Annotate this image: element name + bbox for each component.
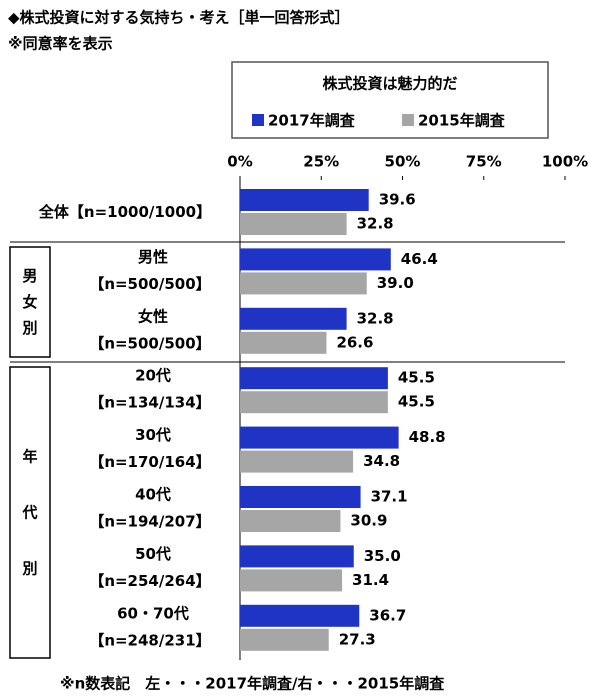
x-tick-label: 100% [542,153,588,171]
value-label: 34.8 [363,452,400,470]
legend-title: 株式投資は魅力的だ [322,75,457,93]
category-name: 30代 [135,426,171,444]
chart-subtitle: ※同意率を表示 [8,35,113,53]
bar [240,486,361,508]
value-label: 27.3 [339,630,376,648]
value-label: 45.5 [398,393,435,411]
value-label: 30.9 [350,512,387,530]
footnote: ※n数表記 左・・・2017年調査/右・・・2015年調査 [60,675,445,693]
category-n: 【n=194/207】 [89,513,210,531]
bar [240,272,367,295]
value-label: 31.4 [352,571,389,589]
bar [240,331,327,354]
value-label: 36.7 [369,606,406,624]
category-n: 【n=1000/1000】 [69,203,211,221]
x-tick-label: 0% [227,153,252,171]
x-tick-label: 50% [385,153,421,171]
bar [240,391,388,414]
value-label: 45.5 [398,369,435,387]
category-label: 全体【n=1000/1000】 [38,203,211,221]
value-label: 48.8 [409,428,446,446]
bar [240,628,329,651]
group-box [9,366,51,659]
group-label: 年代別 [21,447,37,577]
bar [240,213,347,235]
category-name: 40代 [135,486,171,504]
bar [240,545,354,568]
value-label: 37.1 [371,488,408,506]
group-label-char: 年 [22,447,37,465]
category-n: 【n=134/134】 [89,394,210,412]
group-label: 男女別 [21,267,37,337]
x-tick-label: 75% [466,153,502,171]
bar [240,426,399,449]
bar [240,510,341,532]
value-label: 26.6 [336,333,373,351]
category-name: 50代 [135,545,171,563]
category-n: 【n=254/264】 [89,572,210,590]
bar [240,307,347,330]
value-label: 39.6 [379,191,416,209]
value-label: 46.4 [401,250,438,268]
bar [240,450,354,473]
legend-label: 2015年調査 [418,112,506,130]
chart-title: ◆株式投資に対する気持ち・考え［単一回答形式］ [8,9,350,27]
group-label-char: 代 [21,503,37,521]
category-n: 【n=500/500】 [89,334,210,352]
legend-box [231,61,549,139]
x-tick-label: 25% [303,153,339,171]
group-label-char: 女 [22,293,37,311]
bar [240,604,360,627]
bar [240,189,369,211]
category-name: 20代 [135,367,171,385]
value-label: 32.8 [357,309,394,327]
category-n: 【n=248/231】 [89,631,210,649]
legend-label: 2017年調査 [268,112,356,130]
group-label-char: 男 [22,267,37,285]
bar [240,248,391,271]
group-label-char: 別 [21,559,37,577]
legend-swatch [402,114,414,126]
value-label: 32.8 [357,215,394,233]
category-n: 【n=500/500】 [89,275,210,293]
group-label-char: 別 [21,319,37,337]
category-n: 【n=170/164】 [89,453,210,471]
bar [240,367,388,390]
group-box [9,246,51,358]
category-name: 女性 [138,307,168,325]
legend-swatch [252,114,264,126]
category-name: 男性 [138,248,168,266]
bar [240,569,343,592]
value-label: 35.0 [364,547,401,565]
value-label: 39.0 [377,274,414,292]
category-name: 60・70代 [117,604,189,622]
category-name: 全体 [38,203,70,221]
